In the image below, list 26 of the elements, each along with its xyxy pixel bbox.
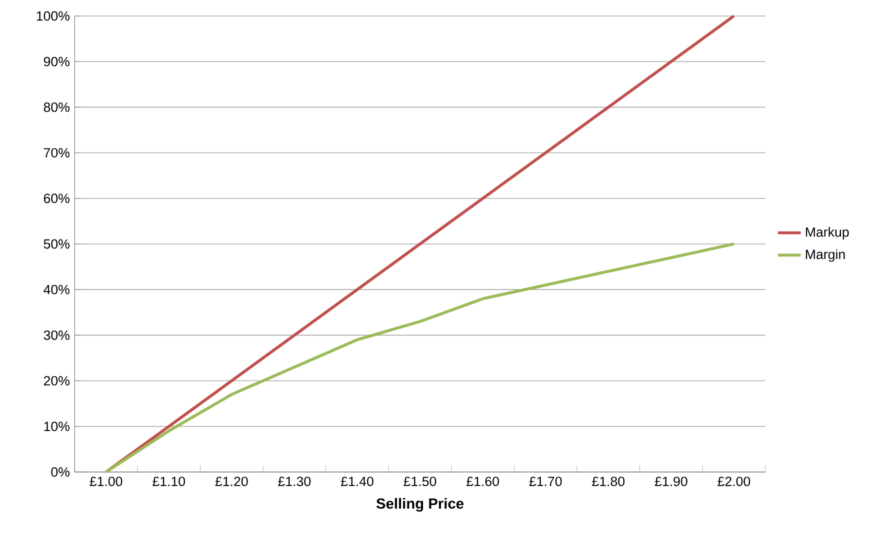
y-tick-label: 40% <box>44 284 70 294</box>
legend-label: Markup <box>806 226 849 240</box>
y-tick-label: 80% <box>44 102 70 112</box>
x-tick-label: £2.00 <box>718 476 750 486</box>
x-tick-label: £1.40 <box>340 476 374 486</box>
y-tick-label: 30% <box>44 330 70 340</box>
x-tick-label: £1.60 <box>466 476 499 486</box>
y-tick-label: 0% <box>51 467 70 477</box>
x-tick-label: £1.90 <box>654 476 688 486</box>
x-tick-label: £1.70 <box>529 476 562 486</box>
y-tick-label: 70% <box>44 148 70 158</box>
x-tick-label: £1.10 <box>152 476 186 486</box>
x-tick-label: £1.20 <box>215 476 248 486</box>
y-tick-label: 60% <box>44 194 70 204</box>
line-series <box>104 242 736 474</box>
y-tick-label: 100% <box>36 11 70 21</box>
x-tick-label: £1.00 <box>90 476 122 486</box>
x-tick-label: £1.80 <box>592 476 625 486</box>
y-tick-label: 90% <box>44 56 70 66</box>
x-axis-title: Selling Price <box>376 498 464 512</box>
x-tick-label: £1.30 <box>278 476 311 486</box>
x-tick-label: £1.50 <box>404 476 436 486</box>
y-tick-label: 50% <box>44 239 70 249</box>
legend-label: Margin <box>806 249 845 262</box>
y-tick-label: 20% <box>44 376 70 386</box>
y-tick-label: 10% <box>44 422 70 432</box>
